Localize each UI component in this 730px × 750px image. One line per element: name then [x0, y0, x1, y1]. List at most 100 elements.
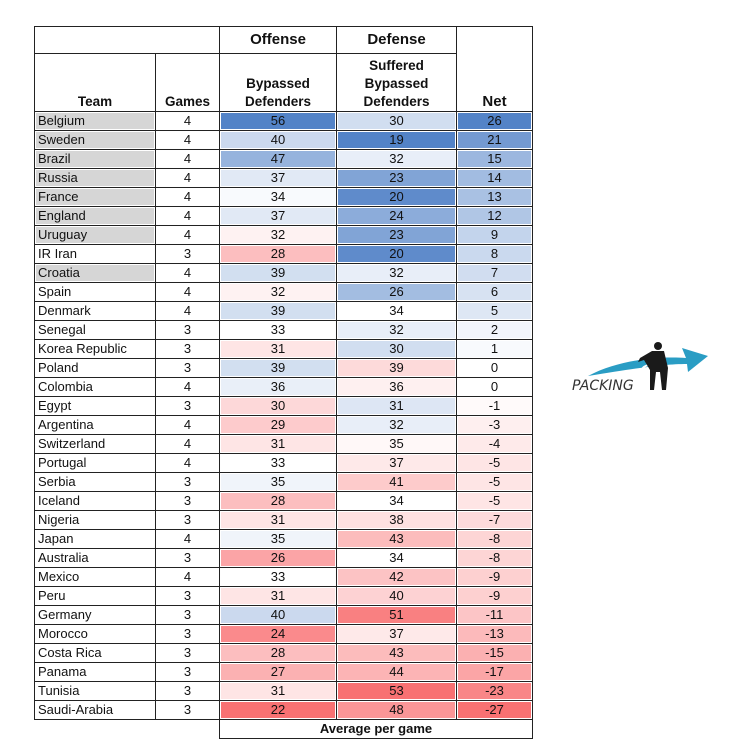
games-value: 4 — [183, 132, 192, 147]
team-cell: Denmark — [34, 301, 156, 321]
games-cell: 4 — [155, 263, 220, 283]
defense-cell: 36 — [336, 377, 457, 397]
games-cell: 4 — [155, 130, 220, 150]
offense-value: 40 — [221, 132, 335, 148]
team-cell: Saudi-Arabia — [34, 700, 156, 720]
defense-value: 36 — [338, 379, 455, 395]
net-cell: 14 — [456, 168, 533, 188]
offense-value: 31 — [221, 436, 335, 452]
offense-value: 28 — [221, 246, 335, 262]
net-cell: -9 — [456, 567, 533, 587]
games-value: 3 — [183, 626, 192, 641]
defense-cell: 42 — [336, 567, 457, 587]
team-cell: Poland — [34, 358, 156, 378]
defense-cell: 24 — [336, 206, 457, 226]
table-row: Morocco 3 24 37 -13 — [34, 624, 533, 644]
defense-cell: 48 — [336, 700, 457, 720]
team-name: Korea Republic — [38, 341, 127, 356]
games-cell: 3 — [155, 681, 220, 701]
team-cell: Belgium — [34, 111, 156, 131]
defense-value: 32 — [338, 265, 455, 281]
games-value: 4 — [183, 189, 192, 204]
games-value: 3 — [183, 702, 192, 717]
games-cell: 3 — [155, 643, 220, 663]
defense-value: 30 — [338, 113, 455, 129]
games-cell: 3 — [155, 662, 220, 682]
net-value: -23 — [458, 683, 531, 699]
offense-value: 32 — [221, 284, 335, 300]
team-name: Colombia — [38, 379, 93, 394]
defense-cell: 43 — [336, 529, 457, 549]
offense-cell: 27 — [219, 662, 337, 682]
offense-cell: 35 — [219, 529, 337, 549]
defense-value: 34 — [338, 550, 455, 566]
table-row: Nigeria 3 31 38 -7 — [34, 510, 533, 530]
defense-cell: 40 — [336, 586, 457, 606]
defense-value: 43 — [338, 531, 455, 547]
table-row: Panama 3 27 44 -17 — [34, 662, 533, 682]
games-cell: 3 — [155, 700, 220, 720]
team-cell: Egypt — [34, 396, 156, 416]
games-cell: 4 — [155, 529, 220, 549]
offense-group-header: Offense — [219, 26, 337, 54]
team-name: Switzerland — [38, 436, 106, 451]
net-cell: 0 — [456, 358, 533, 378]
table-row: Japan 4 35 43 -8 — [34, 529, 533, 549]
net-value: -1 — [458, 398, 531, 414]
offense-value: 31 — [221, 341, 335, 357]
table-row: Switzerland 4 31 35 -4 — [34, 434, 533, 454]
defense-value: 24 — [338, 208, 455, 224]
table-row: Saudi-Arabia 3 22 48 -27 — [34, 700, 533, 720]
defense-cell: 37 — [336, 453, 457, 473]
team-name: Morocco — [38, 626, 88, 641]
footer-label: Average per game — [219, 719, 533, 739]
defense-group-header: Defense — [336, 26, 457, 54]
net-value: -15 — [458, 645, 531, 661]
net-value: 7 — [458, 265, 531, 281]
net-value: -5 — [458, 493, 531, 509]
games-value: 3 — [183, 588, 192, 603]
table-row: Belgium 4 56 30 26 — [34, 111, 533, 131]
defense-value: 34 — [338, 493, 455, 509]
team-cell: Switzerland — [34, 434, 156, 454]
team-name: Portugal — [38, 455, 87, 470]
net-cell: -27 — [456, 700, 533, 720]
defense-value: 37 — [338, 626, 455, 642]
games-cell: 4 — [155, 567, 220, 587]
games-cell: 4 — [155, 434, 220, 454]
team-name: Brazil — [36, 151, 154, 167]
net-value: 8 — [458, 246, 531, 262]
team-cell: Croatia — [34, 263, 156, 283]
games-value: 4 — [183, 208, 192, 223]
defense-value: 31 — [338, 398, 455, 414]
defense-value: 26 — [338, 284, 455, 300]
packing-logo: PACKING — [568, 338, 718, 398]
defense-value: 20 — [338, 246, 455, 262]
offense-cell: 28 — [219, 244, 337, 264]
team-cell: Nigeria — [34, 510, 156, 530]
games-value: 4 — [183, 113, 192, 128]
table-row: IR Iran 3 28 20 8 — [34, 244, 533, 264]
defense-value: 30 — [338, 341, 455, 357]
team-name: Saudi-Arabia — [38, 702, 114, 717]
defense-value: 19 — [338, 132, 455, 148]
defense-value: 32 — [338, 417, 455, 433]
net-value: 13 — [458, 189, 531, 205]
offense-value: 26 — [221, 550, 335, 566]
net-value: 9 — [458, 227, 531, 243]
net-value: 2 — [458, 322, 531, 338]
net-cell: -5 — [456, 491, 533, 511]
table-row: Mexico 4 33 42 -9 — [34, 567, 533, 587]
net-cell: -9 — [456, 586, 533, 606]
team-name: Iceland — [38, 493, 80, 508]
defense-cell: 30 — [336, 339, 457, 359]
table-row: Poland 3 39 39 0 — [34, 358, 533, 378]
games-value: 4 — [183, 151, 192, 166]
offense-cell: 56 — [219, 111, 337, 131]
net-value: -3 — [458, 417, 531, 433]
defense-cell: 51 — [336, 605, 457, 625]
net-value: -8 — [458, 531, 531, 547]
team-cell: France — [34, 187, 156, 207]
offense-value: 29 — [221, 417, 335, 433]
table-row: Sweden 4 40 19 21 — [34, 130, 533, 150]
